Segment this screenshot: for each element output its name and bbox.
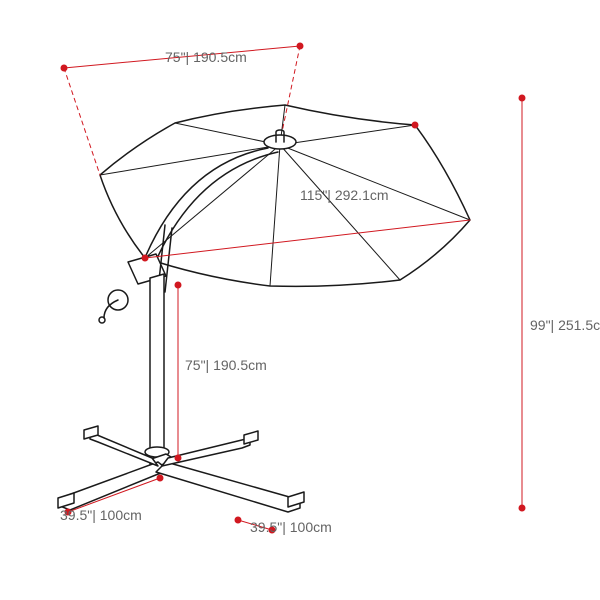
label-overall-height: 99"| 251.5cm [530, 317, 600, 333]
label-base-leg-a: 39.5"| 100cm [60, 507, 142, 523]
label-canopy-diameter: 115"| 292.1cm [300, 187, 389, 203]
label-pole-height: 75"| 190.5cm [185, 357, 267, 373]
umbrella-dimension-diagram: 75"| 190.5cm 115"| 292.1cm 75"| 190.5cm … [0, 0, 600, 600]
label-base-leg-b: 39.5"| 100cm [250, 519, 332, 535]
pole [145, 274, 169, 464]
cross-base [58, 426, 304, 512]
label-canopy-radius: 75"| 190.5cm [165, 49, 247, 65]
